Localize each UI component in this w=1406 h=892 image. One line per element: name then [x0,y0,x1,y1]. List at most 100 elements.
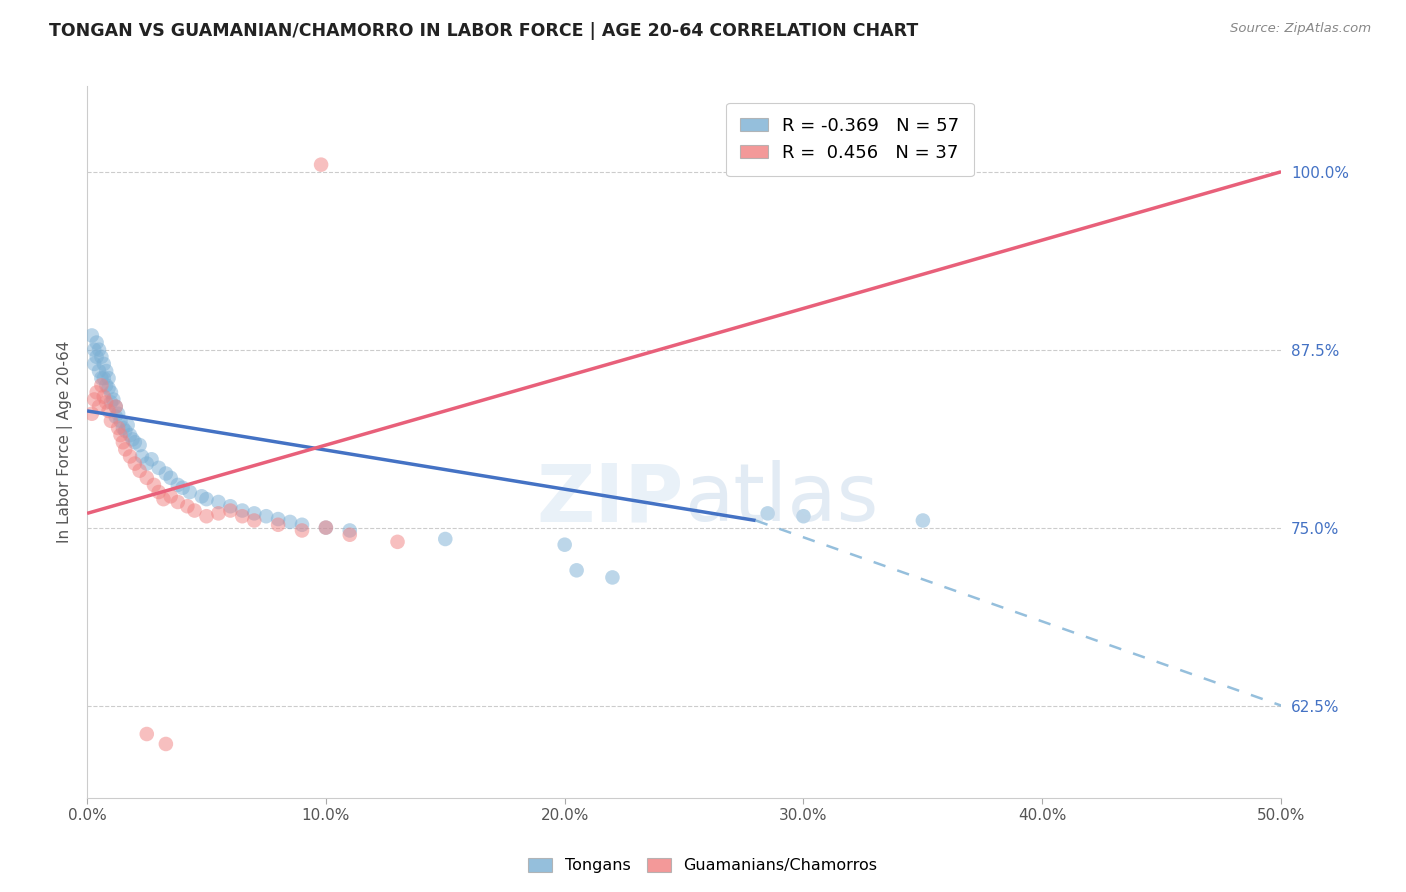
Point [172,481,194,495]
Point [278,515,301,529]
Point [86,350,108,364]
Point [315,520,337,534]
Legend: R = -0.369   N = 57, R =  0.456   N = 37: R = -0.369 N = 57, R = 0.456 N = 37 [725,103,973,177]
Point [219,500,242,514]
Point [97,381,120,395]
Point [100,385,122,400]
Point [756,507,779,521]
Point [124,457,146,471]
Point [83,357,105,371]
Legend: Tongans, Guamanians/Chamorros: Tongans, Guamanians/Chamorros [522,851,884,880]
Text: atlas: atlas [685,460,879,538]
Point [83,343,105,357]
Point [190,489,212,503]
Point [792,509,814,524]
Point [155,467,177,481]
Point [183,503,205,517]
Point [602,570,624,584]
Point [176,500,198,514]
Point [97,404,120,418]
Point [124,435,146,450]
Point [114,442,136,457]
Point [114,424,136,438]
Point [103,392,125,407]
Point [104,400,127,414]
Point [243,507,266,521]
Point [100,414,122,428]
Point [155,737,177,751]
Text: Source: ZipAtlas.com: Source: ZipAtlas.com [1230,22,1371,36]
Point [87,364,110,378]
Point [243,514,266,528]
Point [90,350,112,364]
Point [80,328,103,343]
Text: ZIP: ZIP [537,460,685,538]
Point [117,418,139,433]
Point [179,485,201,500]
Point [195,492,218,507]
Point [93,390,115,404]
Point [128,464,150,478]
Point [93,371,115,385]
Point [148,460,170,475]
Point [231,509,253,524]
Point [96,378,118,392]
Point [166,495,188,509]
Point [93,357,115,371]
Point [87,400,110,414]
Point [80,407,103,421]
Point [565,563,588,577]
Point [152,492,174,507]
Point [90,378,112,392]
Point [111,421,134,435]
Point [291,517,314,532]
Point [254,509,277,524]
Point [911,514,934,528]
Point [387,534,409,549]
Point [83,392,105,407]
Point [110,414,132,428]
Point [166,478,188,492]
Point [107,407,129,421]
Point [267,517,290,532]
Point [141,452,163,467]
Point [207,507,229,521]
Point [135,471,157,485]
Point [554,538,576,552]
Point [86,335,108,350]
Point [87,343,110,357]
Point [148,485,170,500]
Point [135,457,157,471]
Point [100,395,122,409]
Point [104,400,127,414]
Point [111,435,134,450]
Point [195,509,218,524]
Point [118,428,141,442]
Point [86,385,108,400]
Point [131,450,153,464]
Point [142,478,165,492]
Point [97,371,120,385]
Point [135,727,157,741]
Point [90,371,112,385]
Point [159,489,181,503]
Point [231,503,253,517]
Point [207,495,229,509]
Point [96,364,118,378]
Point [107,421,129,435]
Point [315,520,337,534]
Point [96,395,118,409]
Point [110,428,132,442]
Point [339,527,361,541]
Point [118,450,141,464]
Point [267,512,290,526]
Point [434,532,457,546]
Point [309,158,332,172]
Point [159,471,181,485]
Point [128,438,150,452]
Point [104,409,127,424]
Point [339,524,361,538]
Point [121,433,143,447]
Point [219,503,242,517]
Text: TONGAN VS GUAMANIAN/CHAMORRO IN LABOR FORCE | AGE 20-64 CORRELATION CHART: TONGAN VS GUAMANIAN/CHAMORRO IN LABOR FO… [49,22,918,40]
